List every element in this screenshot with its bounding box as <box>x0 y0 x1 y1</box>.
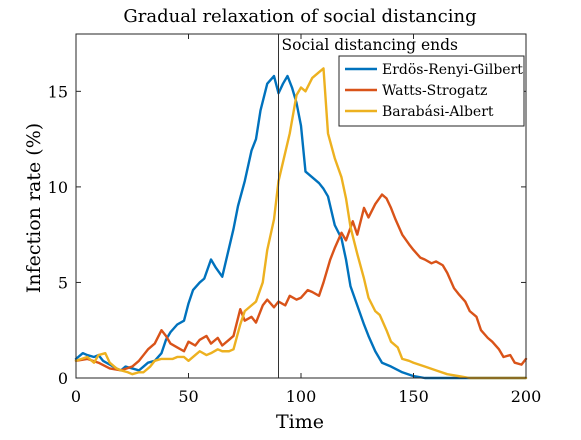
series-line-1 <box>74 193 528 372</box>
x-tick-label: 50 <box>178 387 198 406</box>
x-tick-label: 150 <box>398 387 429 406</box>
x-axis-label: Time <box>276 411 324 433</box>
chart-title: Gradual relaxation of social distancing <box>123 6 476 27</box>
legend: Erdös-Renyi-Gilbert Watts-Strogatz Barabás… <box>338 55 525 127</box>
legend-label: Barabási-Albert <box>382 104 494 120</box>
y-tick-label: 10 <box>48 178 68 197</box>
series-line-2 <box>74 67 528 380</box>
y-tick-label: 0 <box>58 369 68 388</box>
legend-label: Watts-Strogatz <box>382 83 487 99</box>
y-tick-label: 5 <box>58 273 68 292</box>
annotation-text: Social distancing ends <box>282 36 459 54</box>
x-tick-label: 100 <box>286 387 317 406</box>
y-tick-label: 15 <box>48 82 68 101</box>
series-line-0 <box>74 74 528 380</box>
x-tick-label: 200 <box>511 387 542 406</box>
y-axis-label: Infection rate (%) <box>23 123 45 293</box>
x-tick-label: 0 <box>71 387 81 406</box>
legend-label: Erdös-Renyi-Gilbert <box>382 62 523 78</box>
